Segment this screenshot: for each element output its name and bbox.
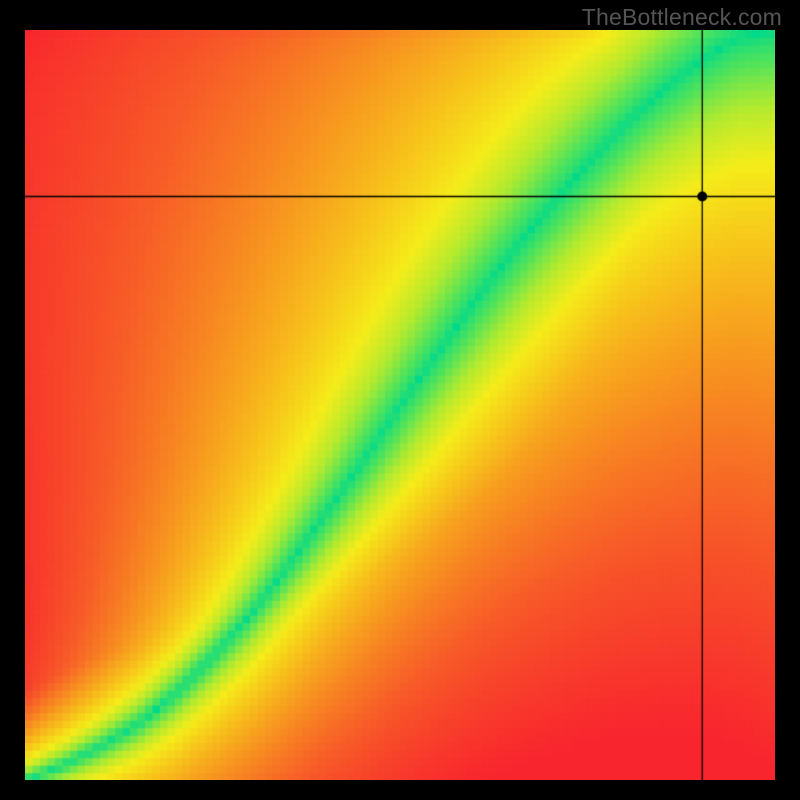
bottleneck-heatmap xyxy=(25,30,775,780)
heatmap-canvas xyxy=(25,30,775,780)
watermark-text: TheBottleneck.com xyxy=(582,4,782,31)
